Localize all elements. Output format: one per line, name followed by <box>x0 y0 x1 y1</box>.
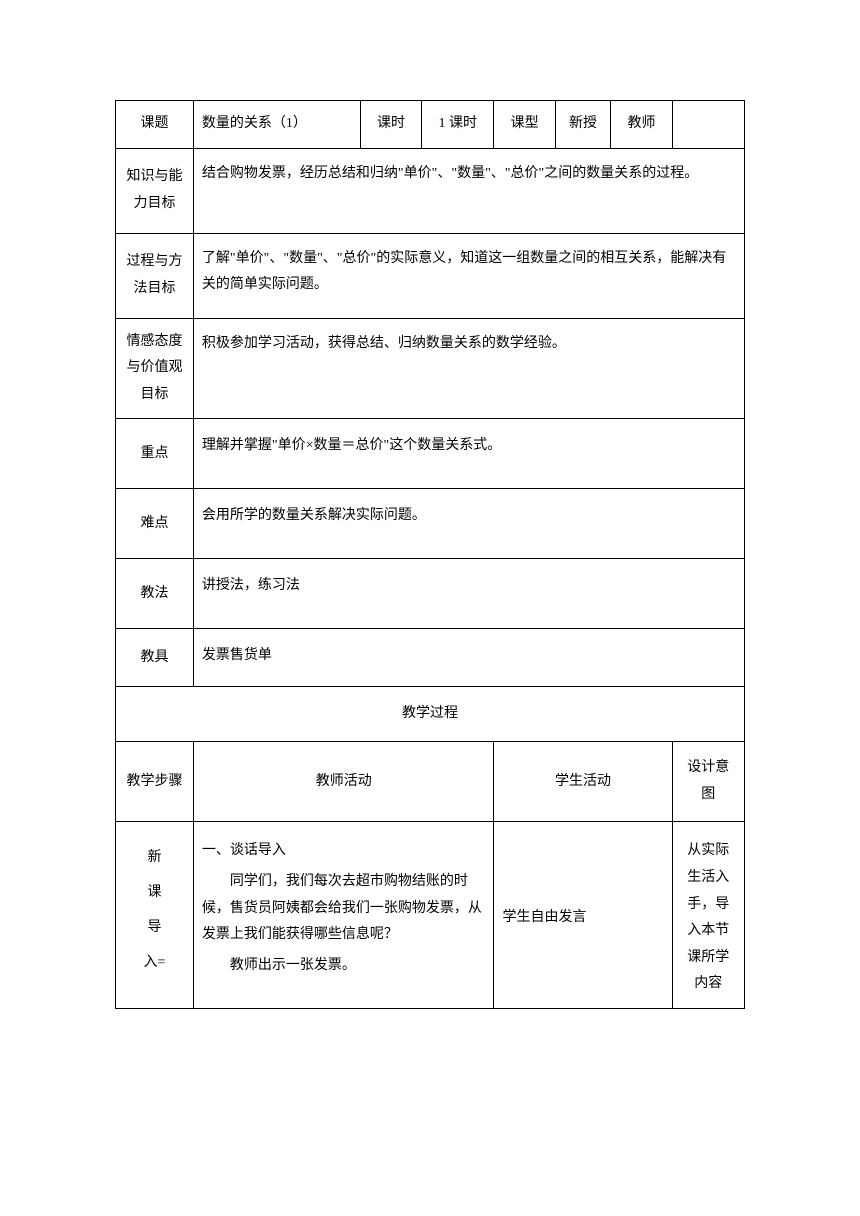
difficulty-label: 难点 <box>116 489 194 559</box>
knowledge-label: 知识与能力目标 <box>116 148 194 233</box>
tool-label: 教具 <box>116 629 194 687</box>
step1-row: 新 课 导 入= 一、谈话导入 同学们，我们每次去超市购物结账的时候，售货员阿姨… <box>116 822 745 1009</box>
step1-name-line4: 入= <box>124 945 185 980</box>
student-activity-label: 学生活动 <box>494 742 672 822</box>
process-value: 了解"单价"、"数量"、"总价"的实际意义，知道这一组数量之间的相互关系，能解决… <box>193 233 744 318</box>
tool-row: 教具 发票售货单 <box>116 629 745 687</box>
difficulty-value: 会用所学的数量关系解决实际问题。 <box>193 489 744 559</box>
emotion-goal-row: 情感态度与价值观目标 积极参加学习活动，获得总结、归纳数量关系的数学经验。 <box>116 318 745 419</box>
knowledge-goal-row: 知识与能力目标 结合购物发票，经历总结和归纳"单价"、"数量"、"总价"之间的数… <box>116 148 745 233</box>
method-value: 讲授法，练习法 <box>193 559 744 629</box>
tool-value: 发票售货单 <box>193 629 744 687</box>
step-label: 教学步骤 <box>116 742 194 822</box>
period-value: 1 课时 <box>422 101 494 149</box>
type-value: 新授 <box>555 101 611 149</box>
emotion-label: 情感态度与价值观目标 <box>116 318 194 419</box>
topic-value: 数量的关系（1） <box>193 101 360 149</box>
header-row: 课题 数量的关系（1） 课时 1 课时 课型 新授 教师 <box>116 101 745 149</box>
key-label: 重点 <box>116 419 194 489</box>
teacher-activity-label: 教师活动 <box>193 742 494 822</box>
method-label: 教法 <box>116 559 194 629</box>
key-row: 重点 理解并掌握"单价×数量＝总价"这个数量关系式。 <box>116 419 745 489</box>
step1-name-line1: 新 <box>124 840 185 875</box>
step1-name-line2: 课 <box>124 875 185 910</box>
emotion-value: 积极参加学习活动，获得总结、归纳数量关系的数学经验。 <box>193 318 744 419</box>
step1-teacher-p2: 教师出示一张发票。 <box>202 953 486 980</box>
process-title: 教学过程 <box>116 687 745 742</box>
period-label: 课时 <box>360 101 421 149</box>
process-header-row: 教学过程 <box>116 687 745 742</box>
design-label: 设计意图 <box>672 742 744 822</box>
lesson-plan-table: 课题 数量的关系（1） 课时 1 课时 课型 新授 教师 知识与能力目标 结合购… <box>115 100 745 1009</box>
method-row: 教法 讲授法，练习法 <box>116 559 745 629</box>
step1-teacher: 一、谈话导入 同学们，我们每次去超市购物结账的时候，售货员阿姨都会给我们一张购物… <box>193 822 494 1009</box>
difficulty-row: 难点 会用所学的数量关系解决实际问题。 <box>116 489 745 559</box>
step1-teacher-title: 一、谈话导入 <box>202 838 486 865</box>
teacher-label: 教师 <box>611 101 672 149</box>
step1-design: 从实际生活入手，导入本节课所学内容 <box>672 822 744 1009</box>
step1-name-line3: 导 <box>124 910 185 945</box>
process-label: 过程与方法目标 <box>116 233 194 318</box>
type-label: 课型 <box>494 101 555 149</box>
key-value: 理解并掌握"单价×数量＝总价"这个数量关系式。 <box>193 419 744 489</box>
step1-student: 学生自由发言 <box>494 822 672 1009</box>
step-header-row: 教学步骤 教师活动 学生活动 设计意图 <box>116 742 745 822</box>
process-goal-row: 过程与方法目标 了解"单价"、"数量"、"总价"的实际意义，知道这一组数量之间的… <box>116 233 745 318</box>
step1-teacher-p1: 同学们，我们每次去超市购物结账的时候，售货员阿姨都会给我们一张购物发票，从发票上… <box>202 869 486 949</box>
step1-name: 新 课 导 入= <box>116 822 194 1009</box>
teacher-value <box>672 101 744 149</box>
knowledge-value: 结合购物发票，经历总结和归纳"单价"、"数量"、"总价"之间的数量关系的过程。 <box>193 148 744 233</box>
topic-label: 课题 <box>116 101 194 149</box>
